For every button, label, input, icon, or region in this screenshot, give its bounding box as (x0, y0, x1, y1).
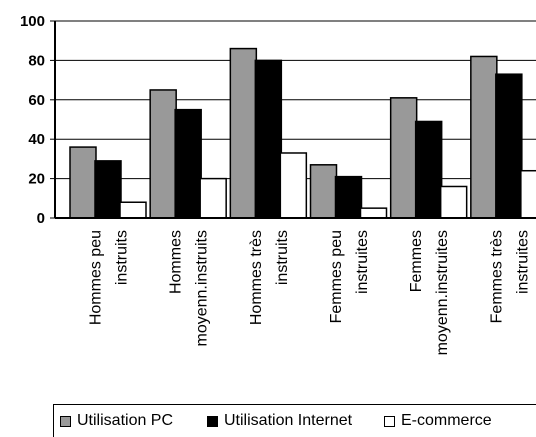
y-tick-label: 40 (28, 131, 45, 148)
category-label-line: instruits (114, 230, 131, 285)
legend-swatch-pc (60, 415, 71, 427)
bar-series-2-cat-3 (359, 207, 388, 219)
legend-label-internet: Utilisation Internet (224, 412, 353, 429)
category-label-line: Femmes peu (328, 230, 345, 323)
y-tick-label: 80 (28, 52, 45, 69)
category-label-4: Femmes moyenn.instruites (408, 230, 451, 355)
y-tick-label: 60 (28, 92, 45, 109)
y-tick-label: 20 (28, 171, 45, 188)
category-label-3: Femmes peu instruites (328, 230, 371, 323)
bar-series-1-cat-1 (174, 108, 202, 219)
category-label-line: instruites (354, 230, 371, 294)
legend-item-ecommerce: E-commerce (384, 411, 492, 431)
bar-series-0-cat-2 (229, 47, 258, 219)
bar-chart: 0 20 40 60 80 100 Hommes peu instruits Hommes mo… (20, 13, 536, 355)
y-tick-labels: 0 20 40 60 80 100 (20, 13, 55, 227)
y-tick-label: 100 (20, 13, 45, 30)
category-label-line: Hommes peu (88, 230, 105, 325)
category-label-line: moyenn.instruits (194, 230, 211, 347)
bar-series-0-cat-0 (69, 146, 97, 219)
category-label-5: Femmes très instruites (488, 230, 531, 323)
grid-lines (55, 20, 536, 180)
bar-series-1-cat-5 (495, 73, 523, 219)
category-label-2: Hommes très instruits (248, 230, 291, 325)
bar-series-2-cat-1 (199, 177, 227, 219)
category-label-line: moyenn.instruites (434, 230, 451, 355)
bar-series-0-cat-3 (309, 164, 338, 219)
category-label-line: Hommes très (248, 230, 265, 325)
y-tick-label: 0 (37, 210, 45, 227)
bar-series-1-cat-0 (94, 160, 122, 219)
category-labels: Hommes peu instruits Hommes moyenn.instruit… (88, 230, 532, 355)
legend-label-ecommerce: E-commerce (401, 412, 492, 429)
legend-swatch-ecommerce (384, 415, 395, 427)
category-label-line: instruites (514, 230, 531, 294)
bar-series-2-cat-4 (439, 185, 468, 219)
bar-series-2-cat-0 (119, 201, 147, 219)
category-label-line: Hommes (168, 230, 185, 294)
category-label-line: Femmes (408, 230, 425, 292)
legend-swatch-internet (207, 415, 218, 427)
bar-series-2-cat-5 (520, 169, 536, 219)
bar-series-0-cat-5 (470, 55, 498, 219)
category-label-0: Hommes peu instruits (88, 230, 131, 325)
bars (69, 47, 536, 219)
category-label-line: Femmes très (488, 230, 505, 323)
bar-series-1-cat-4 (414, 120, 443, 219)
category-label-line: instruits (274, 230, 291, 285)
bar-series-0-cat-1 (149, 89, 177, 219)
legend: Utilisation PC Utilisation Internet E-co… (53, 404, 536, 437)
bar-series-0-cat-4 (389, 97, 418, 219)
category-label-1: Hommes moyenn.instruits (168, 230, 211, 347)
bar-series-1-cat-3 (334, 175, 363, 219)
legend-item-internet: Utilisation Internet (207, 411, 352, 431)
legend-label-pc: Utilisation PC (77, 412, 174, 429)
bar-series-2-cat-2 (279, 152, 308, 219)
legend-item-pc: Utilisation PC (60, 411, 173, 431)
bar-series-1-cat-2 (254, 59, 283, 219)
